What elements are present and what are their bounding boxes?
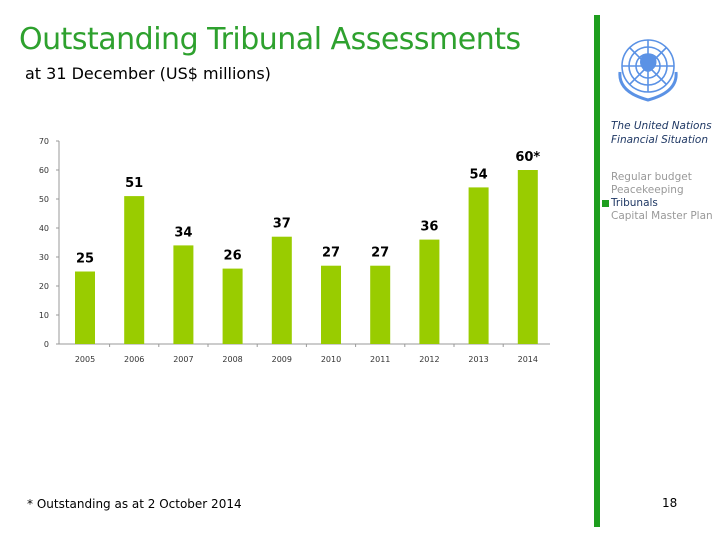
x-tick-label: 2013 [468, 355, 488, 364]
x-tick-label: 2010 [321, 355, 341, 364]
page-title: Outstanding Tribunal Assessments [19, 22, 521, 57]
nav-item-tribunals[interactable]: Tribunals [602, 197, 713, 210]
x-tick-label: 2008 [222, 355, 242, 364]
nav-item-peacekeeping[interactable]: Peacekeeping [611, 184, 684, 196]
bar-2006 [124, 196, 145, 344]
y-tick-label: 20 [39, 282, 49, 291]
y-tick-label: 10 [39, 311, 49, 320]
bar-2011 [370, 265, 391, 344]
bar-2012 [419, 239, 440, 344]
nav-item-capital-master-plan[interactable]: Capital Master Plan [611, 210, 713, 222]
bar-2007 [173, 245, 194, 344]
data-label: 27 [371, 246, 389, 261]
y-tick-label: 50 [39, 195, 49, 204]
data-label: 51 [125, 176, 143, 191]
bar-2013 [468, 187, 489, 344]
x-tick-label: 2006 [124, 355, 144, 364]
y-tick-label: 60 [39, 166, 49, 175]
footnote: * Outstanding as at 2 October 2014 [27, 497, 242, 511]
bar-2014 [517, 170, 538, 344]
bar-2008 [222, 268, 243, 344]
data-label: 25 [76, 252, 94, 267]
org-line-2: Financial Situation [611, 134, 708, 146]
data-label: 60* [515, 150, 540, 165]
page-number: 18 [662, 496, 678, 510]
divider [594, 15, 600, 527]
nav-item-regular-budget[interactable]: Regular budget [611, 171, 692, 183]
data-label: 36 [420, 220, 438, 235]
section-nav: Regular budget Peacekeeping Tribunals Ca… [602, 171, 713, 223]
y-tick-label: 40 [39, 224, 49, 233]
org-name: The United Nations Financial Situation [611, 119, 712, 147]
data-label: 37 [273, 217, 291, 232]
data-label: 54 [470, 167, 488, 182]
data-label: 27 [322, 246, 340, 261]
x-tick-label: 2005 [75, 355, 95, 364]
bar-chart: 0 10 20 30 40 50 60 70 2005 25 2006 51 2007 34 2008 26 2… [39, 137, 550, 364]
bar-2005 [75, 271, 95, 344]
un-emblem-icon [618, 39, 678, 102]
x-tick-label: 2012 [419, 355, 439, 364]
x-tick-label: 2011 [370, 355, 390, 364]
page-subtitle: at 31 December (US$ millions) [25, 64, 271, 83]
data-label: 34 [174, 225, 192, 240]
x-tick-label: 2014 [518, 355, 538, 364]
org-line-1: The United Nations [611, 120, 712, 132]
y-tick-label: 0 [44, 340, 49, 349]
bar-2009 [271, 236, 292, 344]
y-tick-label: 70 [39, 137, 49, 146]
x-tick-label: 2009 [272, 355, 292, 364]
data-label: 26 [224, 249, 242, 264]
bar-2010 [321, 265, 341, 344]
x-tick-label: 2007 [173, 355, 193, 364]
y-tick-label: 30 [39, 253, 49, 262]
